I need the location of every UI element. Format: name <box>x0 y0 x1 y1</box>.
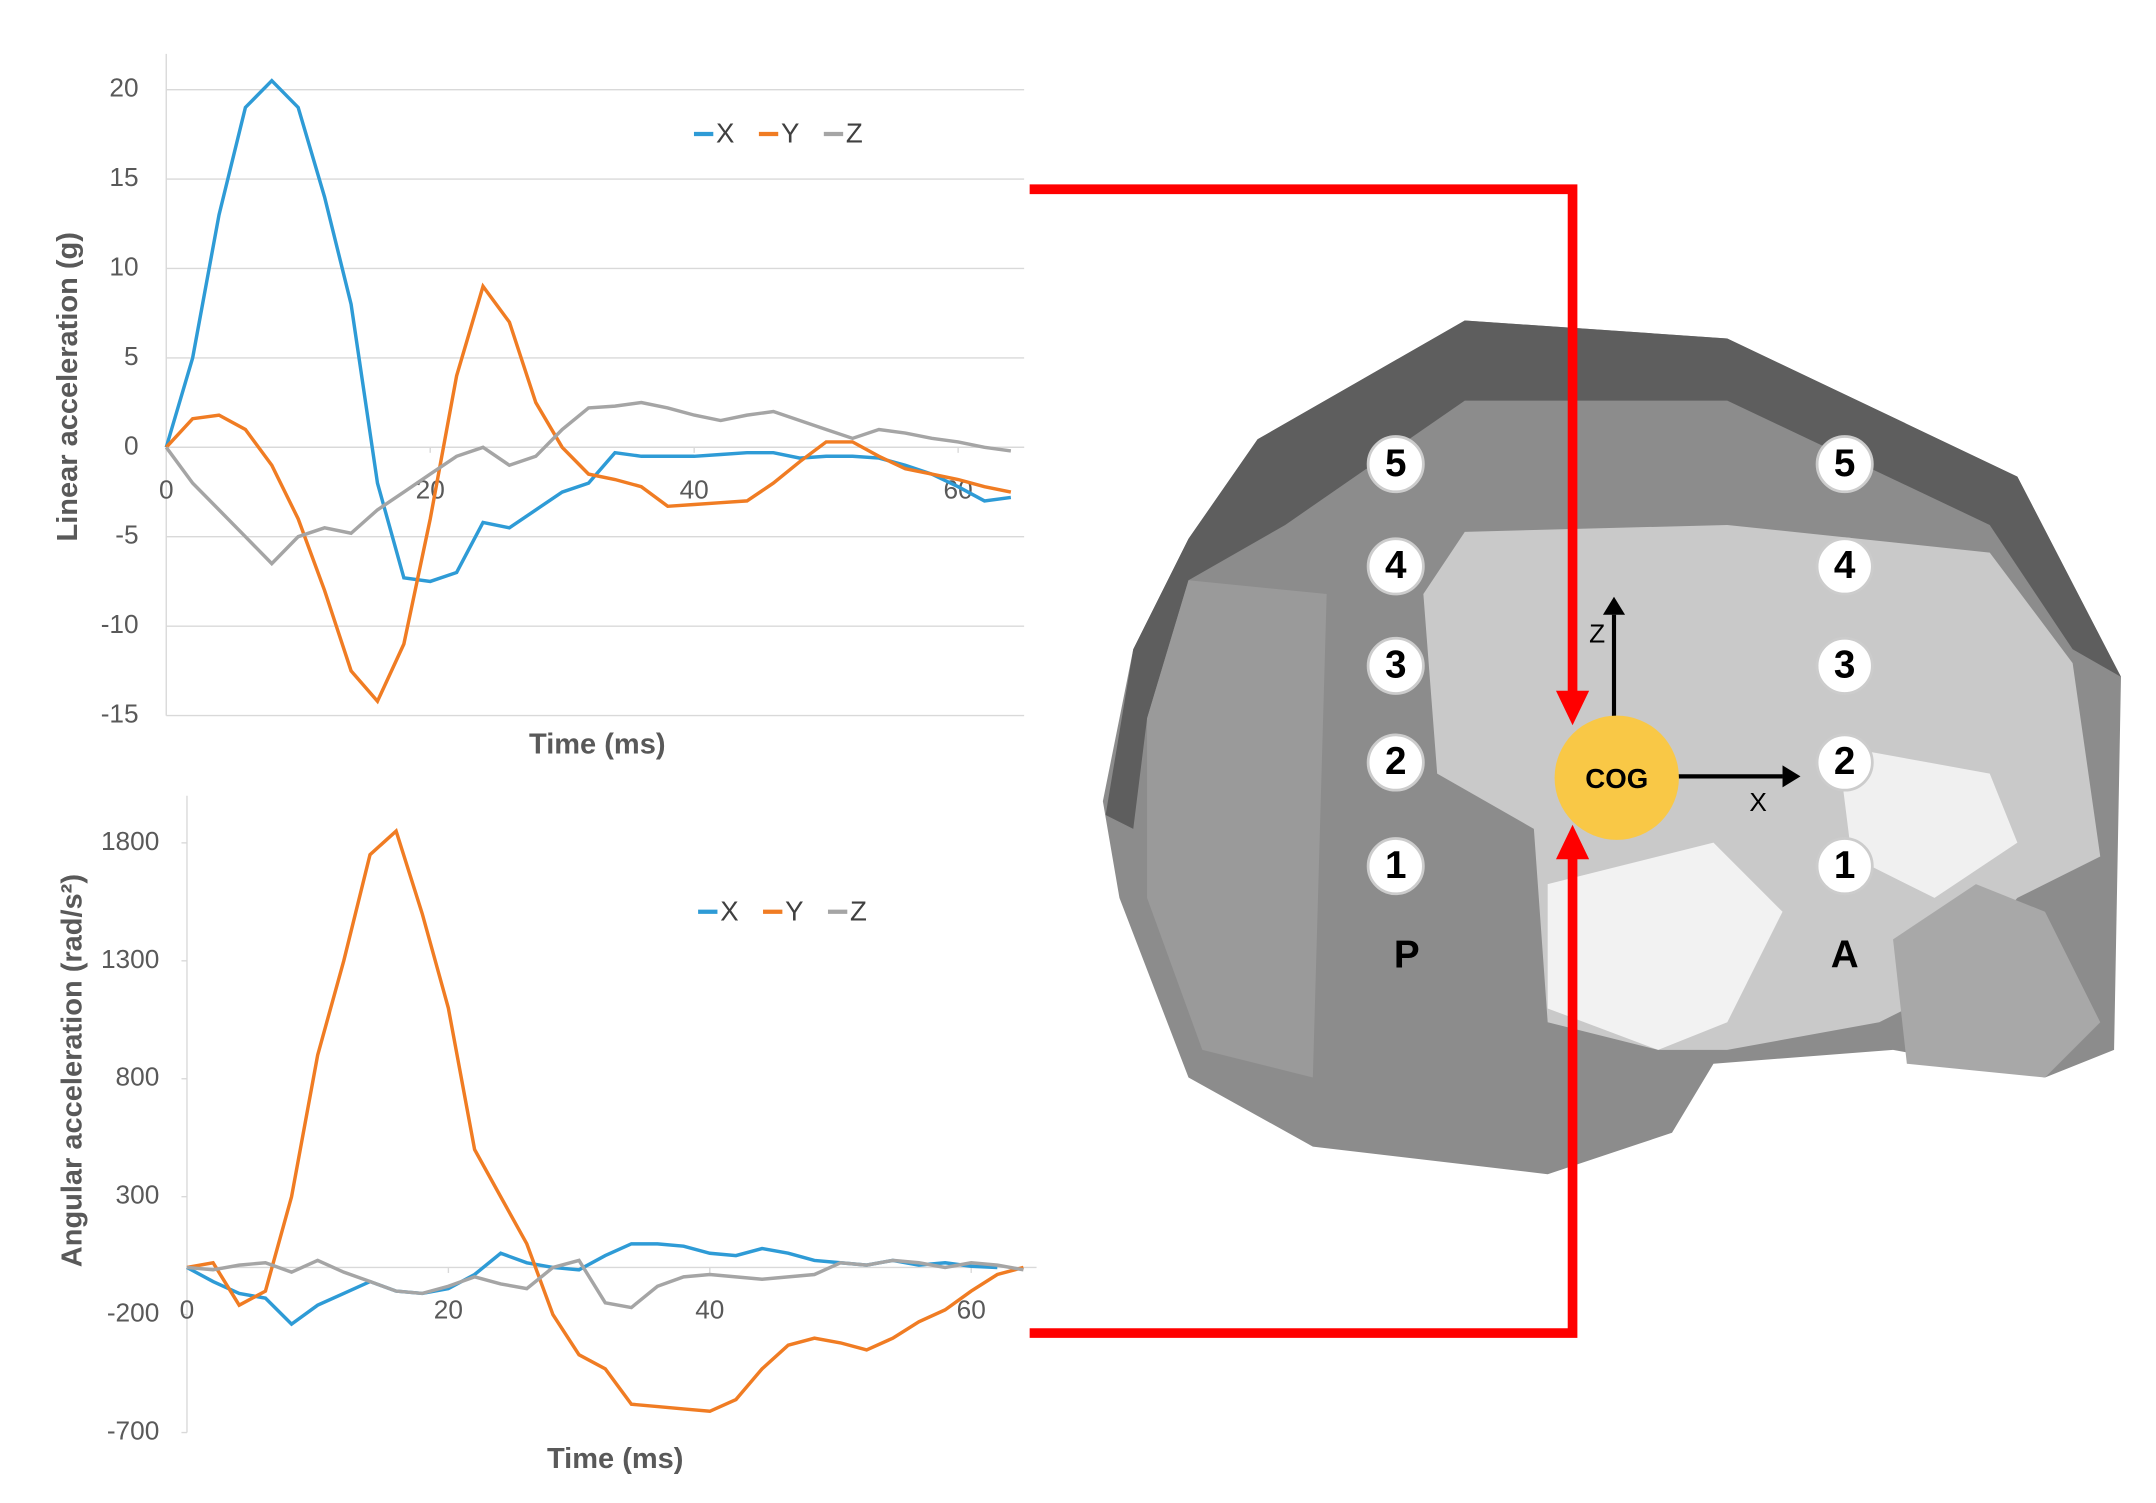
y-axis-title: Angular acceleration (rad/s²) <box>56 874 88 1267</box>
level-label: 4 <box>1385 544 1407 587</box>
arrow-head <box>1555 824 1590 860</box>
level-label: 2 <box>1385 740 1407 783</box>
x-axis-title: Time (ms) <box>529 729 665 761</box>
y-tick-label: -200 <box>107 1298 160 1328</box>
y-tick-label: 5 <box>124 341 139 371</box>
level-marker <box>1366 537 1425 596</box>
y-tick-label: -700 <box>107 1415 160 1445</box>
level-marker <box>1815 837 1874 896</box>
level-label: 1 <box>1385 844 1407 887</box>
arrow-head <box>1602 596 1626 615</box>
y-tick-label: 10 <box>109 251 138 281</box>
level-label: 4 <box>1834 544 1856 587</box>
anterior-label: A <box>1831 934 1859 977</box>
level-marker <box>1815 636 1874 695</box>
y-tick-label: -10 <box>101 609 139 639</box>
level-marker <box>1366 636 1425 695</box>
legend-label: Y <box>781 118 799 149</box>
level-label: 5 <box>1834 442 1856 485</box>
x-tick-label: 40 <box>680 474 709 504</box>
series-line <box>164 282 1012 705</box>
series-line <box>186 1258 1024 1310</box>
level-marker <box>1815 537 1874 596</box>
level-marker <box>1366 435 1425 494</box>
y-tick-label: 0 <box>124 430 139 460</box>
legend-label: Z <box>850 895 867 926</box>
levels: 5 4 3 2 1 5 4 3 2 1 <box>1366 435 1874 896</box>
level-marker <box>1815 733 1874 792</box>
y-tick-label: 800 <box>116 1062 160 1092</box>
level-label: 1 <box>1834 844 1856 887</box>
y-tick-label: 300 <box>116 1180 160 1210</box>
level-label: 5 <box>1385 442 1407 485</box>
y-tick-label: -5 <box>115 520 138 550</box>
level-label: 2 <box>1834 740 1856 783</box>
legend-label: X <box>720 895 738 926</box>
y-tick-label: 20 <box>109 73 138 103</box>
series-line <box>186 827 1024 1414</box>
x-tick-label: 20 <box>434 1295 463 1325</box>
arrow-head <box>1782 765 1801 788</box>
coordinate-axes <box>1611 614 1783 779</box>
y-axis-title: Linear acceleration (g) <box>52 232 84 541</box>
series-line <box>164 78 1012 584</box>
cog-label: COG <box>1585 763 1648 794</box>
x-tick-label: 20 <box>416 474 445 504</box>
level-label: 3 <box>1385 643 1407 686</box>
level-marker <box>1815 435 1874 494</box>
series-line <box>164 400 1012 567</box>
x-axis-label: X <box>1749 787 1767 817</box>
level-marker <box>1366 733 1425 792</box>
x-tick-label: 40 <box>695 1295 724 1325</box>
level-label: 3 <box>1834 643 1856 686</box>
posterior-label: P <box>1394 934 1420 977</box>
y-tick-label: 1300 <box>101 944 159 974</box>
x-tick-label: 0 <box>159 474 174 504</box>
legend-label: X <box>716 118 734 149</box>
y-tick-label: 1800 <box>101 826 159 856</box>
y-tick-label: 15 <box>109 162 138 192</box>
x-axis-title: Time (ms) <box>547 1443 683 1475</box>
z-axis-label: Z <box>1589 618 1605 648</box>
connector <box>1029 184 1578 1338</box>
y-tick-label: -15 <box>101 699 139 729</box>
legend-label: Z <box>846 118 863 149</box>
level-marker <box>1366 837 1425 896</box>
arrow-head <box>1555 690 1590 726</box>
legend-label: Y <box>785 895 803 926</box>
cog-marker <box>1554 715 1679 840</box>
x-tick-label: 0 <box>180 1295 195 1325</box>
